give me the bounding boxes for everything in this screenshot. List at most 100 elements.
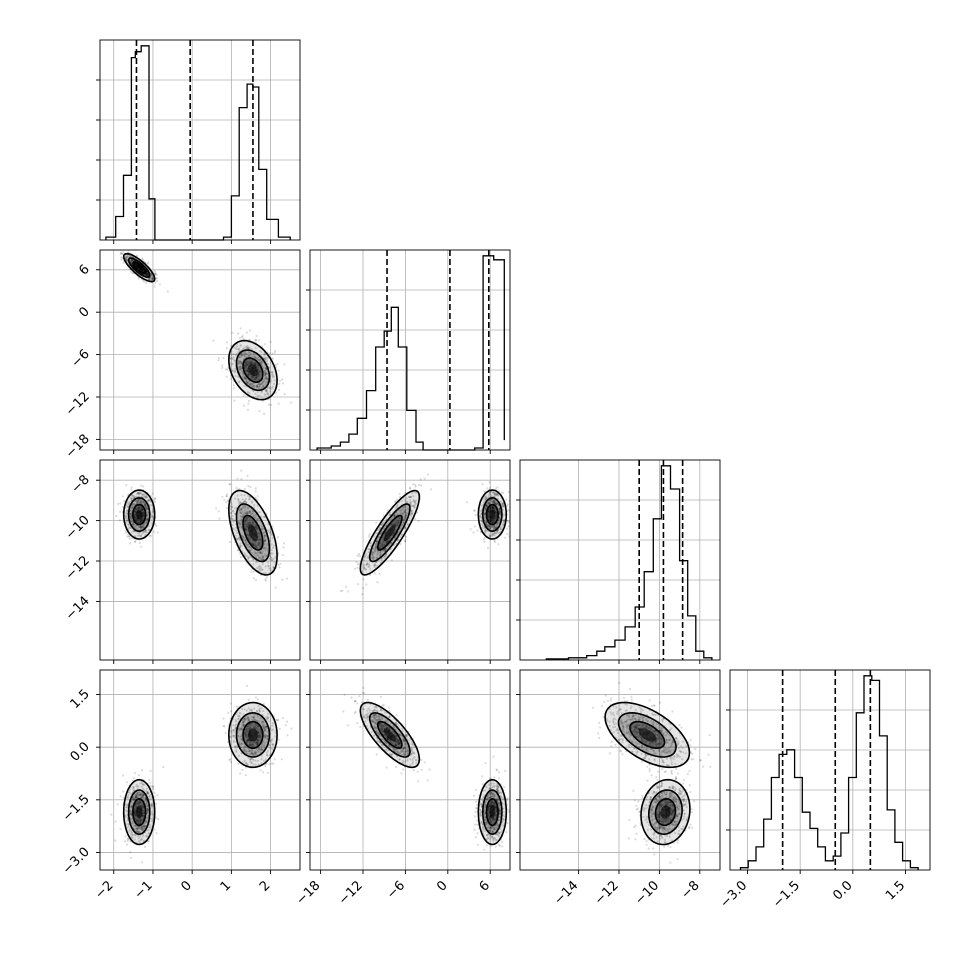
sample-point bbox=[393, 514, 396, 517]
sample-point bbox=[379, 542, 382, 545]
sample-point bbox=[492, 500, 495, 503]
sample-point bbox=[489, 507, 492, 510]
sample-point bbox=[482, 538, 486, 541]
sample-point bbox=[145, 506, 148, 509]
sample-point bbox=[263, 373, 267, 376]
sample-point bbox=[420, 484, 423, 487]
sample-point bbox=[253, 378, 256, 381]
sample-point bbox=[487, 514, 490, 517]
sample-point bbox=[396, 498, 399, 501]
sample-point bbox=[116, 803, 119, 806]
sample-point bbox=[236, 549, 240, 552]
sample-point bbox=[484, 528, 487, 531]
sample-point bbox=[347, 590, 350, 593]
sample-point bbox=[256, 385, 259, 388]
sample-point bbox=[142, 513, 146, 517]
sample-point bbox=[142, 510, 145, 514]
sample-point bbox=[249, 510, 252, 514]
sample-point bbox=[233, 399, 236, 402]
sample-point bbox=[136, 491, 139, 495]
sample-point bbox=[402, 521, 405, 524]
sample-point bbox=[263, 378, 266, 381]
sample-point bbox=[131, 521, 135, 524]
sample-point bbox=[270, 387, 273, 390]
sample-point bbox=[271, 352, 274, 355]
sample-point bbox=[139, 792, 142, 796]
sample-point bbox=[146, 791, 149, 794]
sample-point bbox=[261, 364, 264, 367]
sample-point bbox=[229, 512, 232, 515]
sample-point bbox=[134, 834, 137, 837]
sample-point bbox=[500, 491, 503, 494]
sample-point bbox=[258, 564, 261, 567]
sample-point bbox=[237, 522, 241, 525]
sample-point bbox=[492, 505, 495, 508]
sample-point bbox=[140, 828, 143, 831]
sample-point bbox=[240, 508, 243, 511]
sample-point bbox=[365, 583, 368, 586]
sample-point bbox=[368, 565, 371, 568]
sample-point bbox=[239, 360, 242, 363]
sample-point bbox=[134, 796, 138, 799]
sample-point bbox=[388, 513, 391, 516]
sample-point bbox=[256, 357, 259, 360]
sample-point bbox=[138, 541, 141, 545]
sample-point bbox=[483, 515, 486, 518]
sample-point bbox=[273, 379, 276, 382]
sample-point bbox=[139, 782, 142, 785]
sample-point bbox=[136, 508, 139, 511]
sample-point bbox=[126, 509, 129, 512]
sample-point bbox=[130, 259, 133, 262]
sample-point bbox=[493, 507, 496, 510]
density-contour bbox=[127, 257, 151, 279]
sample-point bbox=[147, 828, 150, 832]
sample-point bbox=[244, 365, 247, 368]
sample-point bbox=[273, 382, 276, 386]
sample-point bbox=[412, 498, 415, 501]
sample-point bbox=[146, 511, 149, 514]
sample-point bbox=[258, 358, 261, 362]
sample-point bbox=[271, 552, 274, 555]
sample-point bbox=[266, 362, 269, 365]
sample-point bbox=[260, 554, 263, 558]
sample-point bbox=[133, 824, 137, 828]
sample-point bbox=[139, 793, 142, 797]
sample-point bbox=[140, 818, 143, 821]
sample-point bbox=[241, 353, 244, 356]
sample-point bbox=[129, 260, 132, 263]
sample-point bbox=[231, 368, 234, 371]
sample-point bbox=[148, 795, 151, 798]
sample-point bbox=[255, 385, 258, 388]
sample-point bbox=[488, 491, 492, 494]
sample-point bbox=[142, 523, 145, 526]
sample-point bbox=[121, 252, 124, 255]
sample-point bbox=[138, 507, 141, 510]
sample-point bbox=[375, 539, 378, 542]
sample-point bbox=[381, 558, 384, 562]
sample-point bbox=[230, 506, 234, 509]
sample-point bbox=[145, 521, 148, 525]
sample-point bbox=[258, 382, 261, 385]
sample-point bbox=[141, 525, 144, 528]
sample-point bbox=[264, 390, 267, 393]
sample-point bbox=[355, 561, 358, 564]
sample-point bbox=[375, 546, 378, 550]
sample-point bbox=[130, 497, 133, 500]
sample-point bbox=[246, 516, 249, 519]
sample-point bbox=[232, 510, 235, 513]
sample-point bbox=[368, 535, 371, 538]
sample-point bbox=[140, 826, 143, 830]
sample-point bbox=[145, 807, 149, 811]
sample-point bbox=[484, 507, 487, 510]
sample-point bbox=[147, 792, 150, 795]
sample-point bbox=[134, 793, 137, 796]
sample-point bbox=[251, 376, 254, 379]
sample-point bbox=[263, 371, 266, 374]
sample-point bbox=[137, 826, 141, 830]
sample-point bbox=[480, 510, 483, 513]
sample-point bbox=[145, 507, 148, 510]
sample-point bbox=[413, 500, 416, 503]
sample-point bbox=[244, 523, 248, 526]
sample-point bbox=[133, 515, 136, 518]
sample-point bbox=[397, 513, 400, 516]
